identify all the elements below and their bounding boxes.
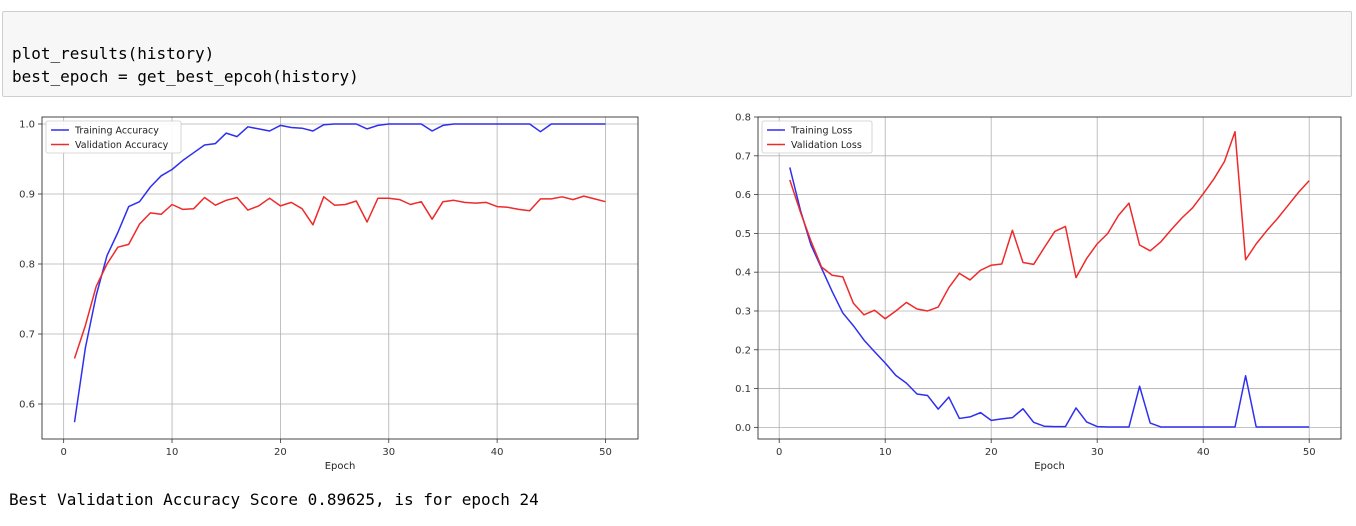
code-line-2: best_epoch = get_best_epcoh(history) [12, 67, 359, 86]
loss-legend-label: Training Loss [790, 126, 852, 137]
accuracy-x-tick-label: 30 [382, 447, 395, 458]
loss-x-tick-label: 20 [985, 447, 998, 458]
accuracy-plot-frame [41, 116, 639, 440]
accuracy-legend: Training Accuracy Validation Accuracy [45, 120, 182, 154]
code-line-1: plot_results(history) [12, 44, 215, 63]
accuracy-x-tick-label: 0 [60, 447, 66, 458]
output-charts: 0 10 20 30 40 50 0.6 0.7 0.8 0.9 1.0 Epoch Training … [19, 113, 1342, 472]
accuracy-series-validation [73, 195, 606, 359]
accuracy-x-tick-label: 40 [491, 447, 504, 458]
accuracy-legend-label: Validation Accuracy [75, 140, 169, 151]
accuracy-y-tick-label: 0.8 [19, 260, 35, 271]
output-text: Best Validation Accuracy Score 0.89625, … [9, 490, 539, 509]
loss-x-tick-label: 50 [1303, 447, 1316, 458]
loss-y-tick-label: 0.4 [735, 268, 751, 279]
loss-x-tick-label: 30 [1091, 447, 1104, 458]
loss-y-tick-label: 0.2 [735, 345, 751, 356]
accuracy-legend-box [45, 120, 182, 154]
loss-y-tick-label: 0.0 [735, 423, 751, 434]
loss-x-tick-label: 40 [1197, 447, 1210, 458]
loss-y-tick-label: 0.5 [735, 229, 751, 240]
accuracy-legend-label: Training Accuracy [74, 126, 159, 137]
loss-legend-label: Validation Loss [791, 140, 862, 151]
accuracy-y-tick-label: 0.7 [19, 330, 35, 341]
accuracy-y-tick-label: 0.9 [19, 190, 35, 201]
loss-y-tick-label: 0.1 [735, 384, 751, 395]
loss-plot-frame [757, 116, 1342, 440]
accuracy-x-axis-label: Epoch [325, 461, 356, 472]
accuracy-x-tick-label: 20 [274, 447, 287, 458]
loss-y-tick-label: 0.3 [735, 306, 751, 317]
code-cell-input[interactable]: plot_results(history) best_epoch = get_b… [2, 11, 1352, 97]
loss-y-tick-label: 0.6 [735, 190, 751, 201]
loss-x-tick-label: 0 [776, 447, 782, 458]
loss-y-tick-label: 0.8 [735, 113, 751, 124]
accuracy-series-training [73, 123, 606, 423]
loss-series-validation [789, 130, 1310, 320]
loss-y-tick-label: 0.7 [735, 151, 751, 162]
loss-legend: Training Loss Validation Loss [761, 120, 873, 154]
loss-x-tick-label: 10 [879, 447, 892, 458]
loss-series-training [789, 167, 1310, 428]
accuracy-y-tick-label: 0.6 [19, 400, 35, 411]
loss-legend-box [761, 120, 873, 154]
accuracy-x-tick-label: 10 [166, 447, 179, 458]
loss-chart: 0 10 20 30 40 50 0.0 0.1 0.2 0.3 0.4 0.5 0.6 0.7 0.8 Ep… [735, 113, 1342, 472]
loss-x-axis-label: Epoch [1034, 461, 1065, 472]
accuracy-x-tick-label: 50 [599, 447, 612, 458]
accuracy-chart: 0 10 20 30 40 50 0.6 0.7 0.8 0.9 1.0 Epoch Training … [19, 116, 639, 472]
accuracy-y-tick-label: 1.0 [19, 120, 35, 131]
